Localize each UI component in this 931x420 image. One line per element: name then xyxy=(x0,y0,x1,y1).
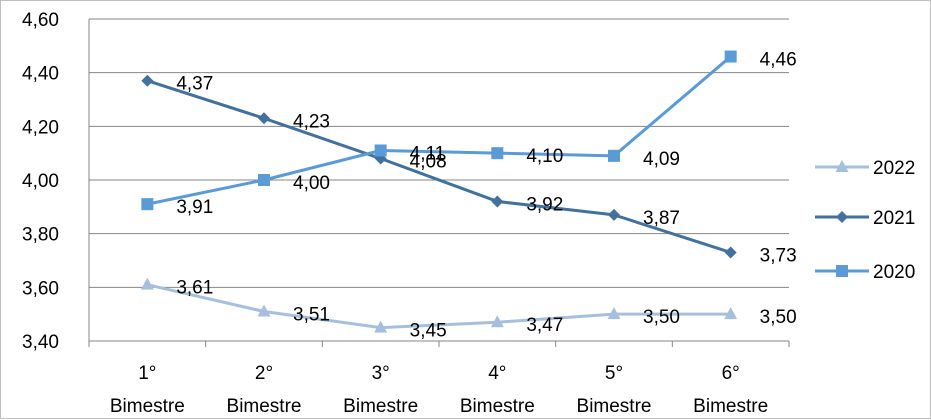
x-tick-label: Bimestre xyxy=(227,396,302,417)
data-label: 3,73 xyxy=(760,245,797,266)
diamond-marker xyxy=(491,195,504,208)
x-tick-label: Bimestre xyxy=(460,396,535,417)
triangle-marker xyxy=(140,277,154,290)
triangle-marker xyxy=(374,320,388,333)
y-tick-label: 4,00 xyxy=(22,171,59,192)
data-label: 3,45 xyxy=(410,321,447,342)
series-line xyxy=(146,79,732,254)
data-label: 3,92 xyxy=(526,194,563,215)
x-tick-label: 6° xyxy=(722,363,740,384)
square-marker xyxy=(608,149,620,162)
triangle-marker xyxy=(257,304,271,317)
x-tick-label: 4° xyxy=(488,363,506,384)
diamond-marker xyxy=(836,211,848,223)
legend-item-2020: 2020 xyxy=(815,262,915,283)
data-label: 3,61 xyxy=(176,278,213,299)
series-2022 xyxy=(140,277,738,333)
x-tick-label: Bimestre xyxy=(110,396,185,417)
y-tick-label: 3,60 xyxy=(22,278,59,299)
data-label: 4,23 xyxy=(293,111,330,132)
data-label: 4,08 xyxy=(410,152,447,173)
data-label: 3,91 xyxy=(176,197,213,218)
data-label: 3,50 xyxy=(760,307,797,328)
data-labels: 3,61 3,51 3,45 3,47 3,50 3,50 4,37 4,23 4,08 3,92… xyxy=(176,50,796,342)
data-label: 3,50 xyxy=(643,307,680,328)
data-label: 4,10 xyxy=(526,146,563,167)
diamond-marker xyxy=(608,208,620,221)
triangle-marker xyxy=(607,307,621,320)
gridlines xyxy=(89,18,789,342)
data-label: 4,00 xyxy=(293,173,330,194)
x-tick-label: Bimestre xyxy=(343,396,418,417)
x-tick-label: 1° xyxy=(138,363,156,384)
square-marker xyxy=(374,144,387,157)
triangle-marker xyxy=(724,307,738,320)
square-marker xyxy=(836,265,848,277)
legend-item-2022: 2022 xyxy=(815,158,915,179)
y-tick-label: 3,80 xyxy=(22,225,59,246)
series-lines xyxy=(140,50,738,333)
legend-item-2021: 2021 xyxy=(815,208,915,229)
legend-label: 2020 xyxy=(873,262,915,283)
data-label: 4,37 xyxy=(176,74,213,95)
data-label: 4,46 xyxy=(760,50,797,71)
legend-label: 2021 xyxy=(873,208,915,229)
legend-label: 2022 xyxy=(873,158,915,179)
series-2020 xyxy=(141,50,737,211)
data-label: 4,09 xyxy=(643,149,680,170)
square-marker xyxy=(724,50,737,63)
diamond-marker xyxy=(141,74,154,87)
legend: 2022 2021 2020 xyxy=(815,158,915,283)
square-marker xyxy=(141,198,154,211)
x-tick-label: Bimestre xyxy=(577,396,652,417)
square-marker xyxy=(258,174,270,186)
x-tick-label: Bimestre xyxy=(693,396,768,417)
x-tick-label: 3° xyxy=(372,363,390,384)
data-label: 3,47 xyxy=(526,315,563,336)
data-label: 3,87 xyxy=(643,208,680,229)
triangle-marker xyxy=(835,160,849,172)
square-marker xyxy=(491,147,504,160)
x-tick-label: 2° xyxy=(255,363,273,384)
y-tick-label: 3,40 xyxy=(22,332,59,353)
y-tick-label: 4,20 xyxy=(22,117,59,138)
y-tick-label: 4,60 xyxy=(22,10,59,31)
data-label: 4,11 xyxy=(410,143,446,164)
diamond-marker xyxy=(724,246,737,259)
triangle-marker xyxy=(490,315,504,328)
axes: 3,40 3,60 3,80 4,00 4,20 4,40 4,60 1° Bimestre 2°… xyxy=(22,10,790,417)
data-label: 3,51 xyxy=(293,304,330,325)
series-line xyxy=(146,283,731,330)
y-tick-label: 4,40 xyxy=(22,64,59,85)
x-tick-label: 5° xyxy=(605,363,623,384)
diamond-marker xyxy=(258,112,270,125)
series-line xyxy=(147,55,732,206)
series-2021 xyxy=(141,74,737,259)
